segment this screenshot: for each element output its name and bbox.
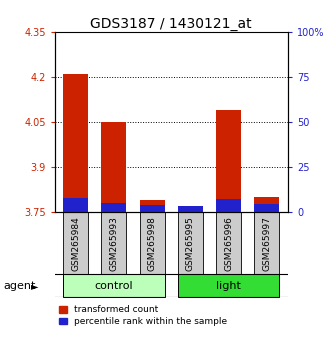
Text: GSM265998: GSM265998 <box>148 216 157 271</box>
Bar <box>255 198 279 212</box>
Bar <box>178 206 203 212</box>
Bar <box>63 212 88 274</box>
Bar <box>102 204 126 212</box>
Legend: transformed count, percentile rank within the sample: transformed count, percentile rank withi… <box>59 306 228 326</box>
Bar <box>255 212 279 274</box>
Bar <box>102 212 126 274</box>
Bar <box>178 206 203 212</box>
Text: ►: ► <box>31 281 39 291</box>
Text: GSM265997: GSM265997 <box>262 216 271 271</box>
Bar <box>140 205 165 212</box>
Text: GSM265996: GSM265996 <box>224 216 233 271</box>
Text: control: control <box>95 281 133 291</box>
Text: light: light <box>216 281 241 291</box>
Bar <box>178 274 279 297</box>
Bar <box>178 212 203 274</box>
Bar <box>216 199 241 212</box>
Bar <box>216 110 241 212</box>
Title: GDS3187 / 1430121_at: GDS3187 / 1430121_at <box>90 17 252 31</box>
Bar <box>140 200 165 212</box>
Bar <box>140 212 165 274</box>
Bar <box>102 122 126 212</box>
Text: GSM265984: GSM265984 <box>71 216 80 271</box>
Bar <box>255 204 279 212</box>
Bar <box>216 212 241 274</box>
Text: GSM265995: GSM265995 <box>186 216 195 271</box>
Text: GSM265993: GSM265993 <box>110 216 118 271</box>
Bar <box>63 74 88 212</box>
Bar <box>63 198 88 212</box>
Bar <box>63 274 165 297</box>
Text: agent: agent <box>3 281 36 291</box>
